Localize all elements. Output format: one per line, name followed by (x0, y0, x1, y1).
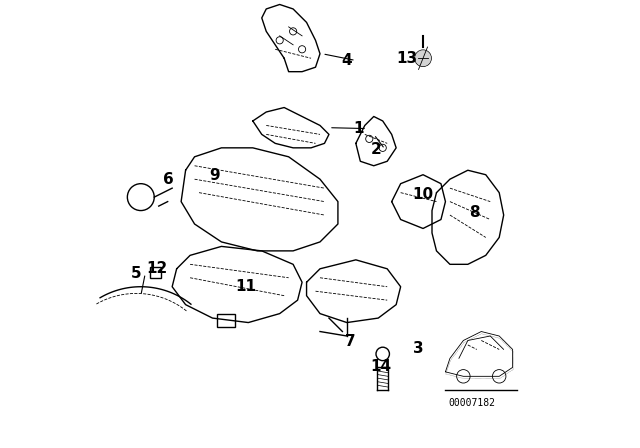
Text: 5: 5 (131, 266, 141, 281)
Text: 1: 1 (353, 121, 364, 136)
Text: 13: 13 (397, 51, 418, 66)
Text: 3: 3 (413, 341, 424, 356)
Text: 11: 11 (236, 279, 257, 294)
Text: 14: 14 (370, 358, 391, 374)
Wedge shape (415, 50, 431, 66)
Text: 10: 10 (412, 187, 434, 202)
Text: 00007182: 00007182 (449, 398, 496, 408)
Text: 4: 4 (342, 53, 352, 68)
Bar (217, 314, 235, 327)
Text: 2: 2 (371, 142, 381, 157)
Text: 12: 12 (146, 261, 167, 276)
Bar (150, 267, 161, 278)
Text: 9: 9 (209, 168, 220, 183)
Text: 8: 8 (469, 205, 480, 220)
Text: 7: 7 (345, 334, 356, 349)
Text: 6: 6 (163, 172, 174, 187)
